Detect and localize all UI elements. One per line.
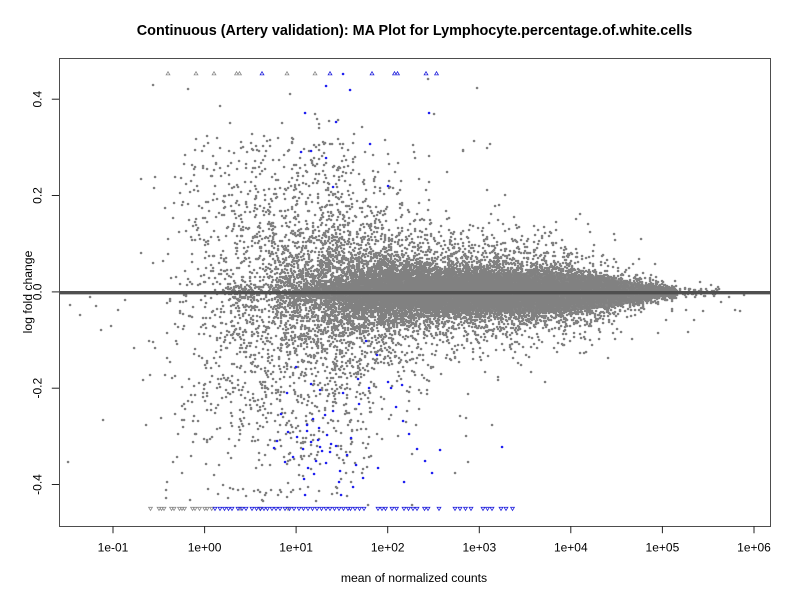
svg-text:log fold change: log fold change (21, 250, 35, 333)
svg-text:0.0: 0.0 (31, 283, 45, 300)
svg-text:1e+04: 1e+04 (554, 541, 588, 555)
svg-text:0.4: 0.4 (31, 91, 45, 108)
svg-text:1e+06: 1e+06 (737, 541, 771, 555)
svg-text:Continuous (Artery validation): Continuous (Artery validation): MA Plot … (137, 23, 692, 39)
svg-text:1e+05: 1e+05 (646, 541, 680, 555)
svg-text:1e+02: 1e+02 (371, 541, 405, 555)
svg-text:-0.4: -0.4 (31, 474, 45, 495)
svg-text:-0.2: -0.2 (31, 378, 45, 399)
svg-text:1e+01: 1e+01 (279, 541, 313, 555)
svg-text:1e+03: 1e+03 (462, 541, 496, 555)
svg-text:0.2: 0.2 (31, 187, 45, 204)
svg-text:1e+00: 1e+00 (188, 541, 222, 555)
svg-text:1e-01: 1e-01 (98, 541, 129, 555)
svg-text:mean of normalized counts: mean of normalized counts (341, 571, 487, 585)
